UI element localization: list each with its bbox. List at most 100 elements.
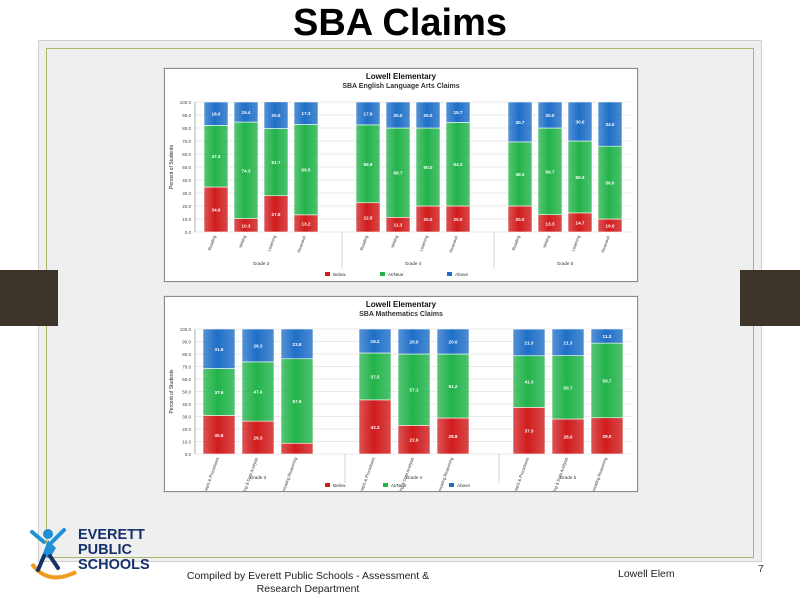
bar-below <box>397 425 431 455</box>
bar-data-label: 19.2 <box>371 339 380 344</box>
bar-data-label: 26.3 <box>254 343 263 348</box>
bar-above <box>355 101 381 126</box>
bar-above <box>590 328 624 344</box>
bar-above <box>507 101 533 143</box>
category-label: Problem Solving & Modeling & Data Analys… <box>226 457 259 491</box>
category-label: Reading <box>511 234 521 251</box>
y-tick-label: 60.0 <box>182 377 191 382</box>
chart-title: Lowell Elementary <box>366 300 437 309</box>
bar-at-near <box>202 368 236 416</box>
group-label: Grade 3 <box>253 261 270 266</box>
bar-at-near <box>385 127 411 218</box>
bar-above <box>241 328 275 363</box>
bar-data-label: 56.0 <box>606 181 615 186</box>
bar-below <box>355 202 381 233</box>
bar-above <box>293 101 319 125</box>
y-tick-label: 10.0 <box>182 440 191 445</box>
group-label: Grade 3 <box>250 475 267 480</box>
category-label: Research <box>296 234 307 253</box>
bar-data-label: 34.0 <box>606 122 615 127</box>
category-label: Communicating Reasoning <box>276 456 298 491</box>
bar-at-near <box>512 355 546 408</box>
legend-swatch-above <box>449 483 454 487</box>
y-tick-label: 50.0 <box>182 165 191 170</box>
bar-data-label: 13.2 <box>302 221 311 226</box>
legend-swatch-above <box>447 272 452 276</box>
bar-data-label: 22.9 <box>410 438 419 443</box>
bar-above <box>263 101 289 129</box>
bar-data-label: 21.3 <box>564 340 573 345</box>
category-label: Concepts & Procedures <box>200 457 220 491</box>
y-tick-label: 40.0 <box>182 178 191 183</box>
bar-above <box>597 101 623 147</box>
bar-data-label: 37.3 <box>525 429 534 434</box>
bar-below <box>512 407 546 455</box>
bar-below <box>358 399 392 455</box>
bar-below <box>590 417 624 455</box>
y-tick-label: 100.0 <box>180 327 192 332</box>
bar-data-label: 57.1 <box>410 388 419 393</box>
bar-data-label: 20.0 <box>454 217 463 222</box>
y-tick-label: 40.0 <box>182 402 191 407</box>
bar-at-near <box>537 127 563 216</box>
category-label: Writing <box>542 234 551 249</box>
bar-data-label: 10.3 <box>242 223 251 228</box>
y-tick-label: 90.0 <box>182 113 191 118</box>
bar-data-label: 17.3 <box>302 111 311 116</box>
y-tick-label: 30.0 <box>182 415 191 420</box>
legend-label: Above <box>455 272 468 277</box>
chart-subtitle: SBA Mathematics Claims <box>359 311 443 318</box>
bar-data-label: 20.0 <box>424 217 433 222</box>
bar-data-label: 17.6 <box>364 111 373 116</box>
y-axis-label: Percent of Students <box>169 369 175 413</box>
bar-at-near <box>355 124 381 204</box>
category-label: Concepts & Procedures <box>510 457 530 491</box>
bar-data-label: 20.0 <box>410 340 419 345</box>
bar-above <box>436 328 470 355</box>
bar-data-label: 29.0 <box>603 434 612 439</box>
category-label: Problem Solving & Modeling & Data Analys… <box>536 457 569 491</box>
bar-above <box>567 101 593 142</box>
bar-data-label: 37.5 <box>371 374 380 379</box>
bar-above <box>551 328 585 356</box>
bar-data-label: 30.7 <box>516 120 525 125</box>
page-number: 7 <box>758 563 764 575</box>
y-tick-label: 80.0 <box>182 352 191 357</box>
category-label: Writing <box>238 234 247 249</box>
bar-data-label: 74.3 <box>242 168 251 173</box>
bar-at-near <box>280 358 314 444</box>
bar-data-label: 28.8 <box>449 434 458 439</box>
bar-data-label: 20.0 <box>546 113 555 118</box>
bar-data-label: 21.3 <box>525 340 534 345</box>
bar-at-near <box>263 128 289 197</box>
bar-above <box>397 328 431 355</box>
bar-data-label: 67.6 <box>293 399 302 404</box>
y-tick-label: 0.0 <box>185 452 192 457</box>
bar-data-label: 30.8 <box>215 433 224 438</box>
logo-line-2: PUBLIC <box>78 542 132 558</box>
y-tick-label: 30.0 <box>182 191 191 196</box>
legend-label: Above <box>457 483 470 488</box>
category-label: Reading <box>359 234 369 251</box>
bar-above <box>537 101 563 129</box>
bar-data-label: 41.3 <box>525 380 534 385</box>
bar-above <box>280 328 314 360</box>
bar-above <box>358 328 392 354</box>
left-tab-decoration <box>0 270 58 326</box>
bar-data-label: 28.0 <box>564 435 573 440</box>
right-tab-decoration <box>740 270 800 326</box>
bar-below <box>445 205 471 233</box>
bar-data-label: 18.0 <box>212 112 221 117</box>
bar-data-label: 15.4 <box>242 110 251 115</box>
bar-data-label: 10.0 <box>606 224 615 229</box>
category-label: Concepts & Procedures <box>356 457 376 491</box>
bar-data-label: 14.7 <box>576 220 585 225</box>
bar-data-label: 60.0 <box>424 165 433 170</box>
bar-data-label: 50.7 <box>564 385 573 390</box>
bar-data-label: 47.4 <box>254 390 263 395</box>
bar-below <box>202 415 236 455</box>
bar-data-label: 22.5 <box>364 215 373 220</box>
bar-data-label: 47.4 <box>212 154 221 159</box>
legend-swatch-at-near <box>380 272 385 276</box>
logo-line-3: SCHOOLS <box>78 557 150 573</box>
